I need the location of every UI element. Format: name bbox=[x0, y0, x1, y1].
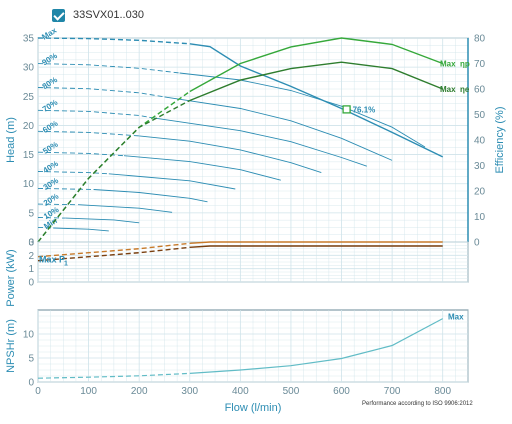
npsh-curve-max-dashed bbox=[37, 372, 190, 379]
head-curve-50pct bbox=[123, 155, 281, 181]
head-curve-min bbox=[53, 227, 109, 232]
flow-xtick: 300 bbox=[181, 386, 198, 397]
efficiency-ytick: 0 bbox=[474, 238, 480, 249]
head-panel-ytick: 30 bbox=[23, 63, 35, 74]
head-curve-70pct-dashed bbox=[37, 109, 150, 118]
efficiency-ytick: 60 bbox=[474, 85, 486, 96]
head-curve-20pct-dashed bbox=[37, 203, 79, 206]
head-curve-90pct-dashed bbox=[37, 63, 180, 74]
flow-xtick: 800 bbox=[434, 386, 451, 397]
efficiency-ytick: 30 bbox=[474, 161, 486, 172]
model-selector[interactable]: 33SVX01..030 bbox=[52, 6, 144, 24]
efficiency-axis-title: Efficiency (%) bbox=[494, 106, 506, 173]
head-panel-ytick: 10 bbox=[23, 179, 35, 190]
npsh-panel-ytick: 0 bbox=[28, 378, 34, 389]
head-curve-20pct bbox=[78, 204, 173, 213]
head-curve-30pct bbox=[93, 189, 208, 203]
head-panel-ytick: 20 bbox=[23, 121, 35, 132]
flow-xtick: 200 bbox=[131, 386, 148, 397]
efficiency-label-max-e: Max bbox=[440, 85, 456, 94]
power-curve-p2-dashed bbox=[37, 246, 190, 262]
efficiency-ytick: 20 bbox=[474, 187, 486, 198]
bep-label: 76.1% bbox=[353, 105, 376, 114]
head-curve-max bbox=[189, 43, 444, 158]
efficiency-curve-max-e bbox=[189, 61, 443, 102]
flow-axis-title: Flow (l/min) bbox=[225, 402, 282, 414]
head-curve-10pct bbox=[65, 217, 140, 224]
npsh-panel-ytick: 5 bbox=[28, 354, 34, 365]
npsh-axis-title: NPSHr (m) bbox=[5, 319, 17, 373]
efficiency-label-max-p: Max bbox=[440, 60, 456, 69]
power-panel-ytick: 0 bbox=[28, 278, 34, 289]
efficiency-ytick: 70 bbox=[474, 59, 486, 70]
model-checkbox[interactable] bbox=[52, 8, 65, 22]
head-curve-10pct-dashed bbox=[37, 217, 66, 219]
head-curve-80pct bbox=[164, 96, 393, 161]
efficiency-label-eta-e: ηe bbox=[460, 85, 470, 94]
head-curve-70pct bbox=[149, 116, 367, 167]
power-label-sub: 1 bbox=[64, 261, 68, 268]
power-curve-p2 bbox=[189, 245, 443, 248]
flow-xtick: 400 bbox=[232, 386, 249, 397]
efficiency-ytick: 10 bbox=[474, 212, 486, 223]
bep-marker bbox=[342, 105, 351, 114]
footer-note: Performance according to ISO 9906:2012 bbox=[362, 401, 473, 407]
head-panel-ytick: 15 bbox=[23, 150, 35, 161]
head-axis-title: Head (m) bbox=[5, 117, 17, 163]
head-curve-40pct-dashed bbox=[37, 171, 109, 175]
model-checkbox-label: 33SVX01..030 bbox=[73, 9, 144, 21]
flow-xtick: 600 bbox=[333, 386, 350, 397]
flow-xtick: 500 bbox=[283, 386, 300, 397]
head-curve-60pct bbox=[139, 135, 322, 174]
power-label-max: Max P bbox=[39, 255, 65, 265]
head-curve-40pct bbox=[108, 173, 236, 190]
flow-xtick: 0 bbox=[35, 386, 41, 397]
head-curve-80pct-dashed bbox=[37, 87, 165, 98]
head-curve-30pct-dashed bbox=[37, 187, 94, 190]
power-panel-ytick: 3 bbox=[28, 238, 34, 249]
efficiency-label-eta-p: ηp bbox=[460, 60, 470, 69]
power-panel-ytick: 2 bbox=[28, 251, 34, 262]
power-axis-title: Power (kW) bbox=[5, 249, 17, 306]
efficiency-ytick: 50 bbox=[474, 110, 486, 121]
flow-xtick: 700 bbox=[384, 386, 401, 397]
head-panel-ytick: 5 bbox=[28, 208, 34, 219]
npsh-label-max: Max bbox=[448, 313, 464, 322]
npsh-panel-ytick: 10 bbox=[23, 330, 35, 341]
efficiency-curve-max-p bbox=[189, 37, 443, 93]
head-panel-ytick: 35 bbox=[23, 34, 35, 45]
flow-xtick: 100 bbox=[80, 386, 97, 397]
power-panel-ytick: 1 bbox=[28, 264, 34, 275]
npsh-curve-max bbox=[189, 318, 443, 374]
efficiency-ytick: 80 bbox=[474, 34, 486, 45]
head-curve-60pct-dashed bbox=[37, 130, 140, 137]
power-curve-p1-dashed bbox=[37, 242, 190, 258]
efficiency-ytick: 40 bbox=[474, 136, 486, 147]
head-curve-min-dashed bbox=[37, 226, 54, 229]
efficiency-curve-max-e-dashed bbox=[37, 99, 191, 243]
head-panel-ytick: 0 bbox=[28, 238, 34, 249]
head-curve-90pct bbox=[179, 72, 426, 148]
head-panel-ytick: 25 bbox=[23, 92, 35, 103]
head-curve-max-dashed bbox=[37, 37, 190, 45]
power-curve-p1 bbox=[189, 241, 443, 244]
